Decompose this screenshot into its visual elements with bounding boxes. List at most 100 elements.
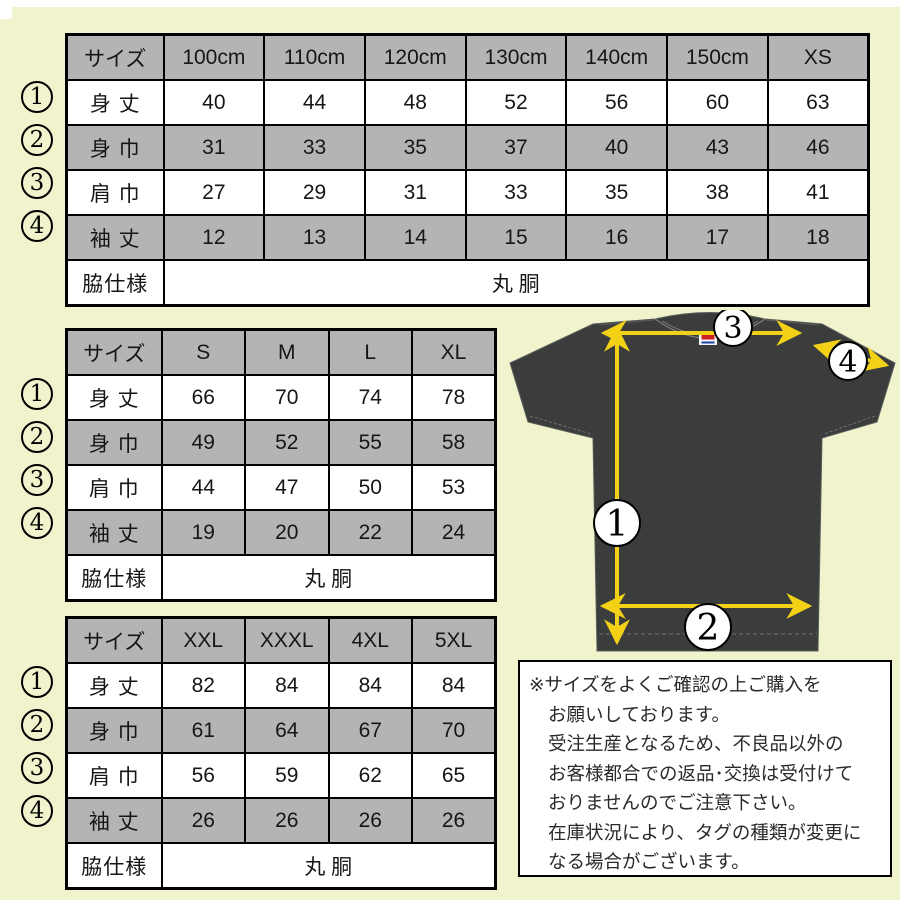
measurement-label: 袖 丈 <box>65 214 165 261</box>
measurement-value: 70 <box>411 707 497 754</box>
measurement-value: 49 <box>160 419 246 466</box>
measurement-value: 47 <box>244 464 330 511</box>
side-spec-label: 脇仕様 <box>65 259 165 307</box>
measurement-value: 65 <box>411 752 497 799</box>
size-header-row: サイズ S M L XL <box>65 328 497 376</box>
tshirt-measurement-diagram: 3 4 1 2 <box>509 310 896 652</box>
measurement-label: 身 巾 <box>65 419 163 466</box>
side-spec-label: 脇仕様 <box>65 554 163 602</box>
measurement-value: 31 <box>162 124 266 171</box>
diagram-label-2: 2 <box>684 603 732 651</box>
size-column-header: M <box>244 328 330 376</box>
size-column-header: 120cm <box>363 33 467 81</box>
size-column-header: 4XL <box>327 616 413 664</box>
measurement-value: 41 <box>766 169 870 216</box>
size-column-header: L <box>327 328 413 376</box>
top-white-margin <box>0 0 900 7</box>
measurement-value: 37 <box>464 124 568 171</box>
measurement-row: 袖 丈 26 26 26 26 <box>65 797 497 844</box>
measurement-value: 33 <box>464 169 568 216</box>
measurement-value: 84 <box>411 662 497 709</box>
measurement-value: 63 <box>766 79 870 126</box>
measurement-value: 44 <box>263 79 366 126</box>
big-size-table-wrap: サイズ XXL XXXL 4XL 5XL 身 丈 82 84 84 84 身 巾 61 64 67 70 肩 … <box>65 616 497 890</box>
side-spec-row: 脇仕様丸 胴 <box>65 259 870 307</box>
size-column-header: XL <box>411 328 497 376</box>
note-line: お客様都合での返品･交換は受付けて <box>548 762 854 784</box>
measure-number-2: 2 <box>21 124 53 156</box>
measurement-value: 12 <box>162 214 266 261</box>
measure-number-1: 1 <box>21 666 53 698</box>
measurement-value: 16 <box>565 214 669 261</box>
size-column-header: XS <box>766 33 870 81</box>
measure-number-1: 1 <box>21 81 53 113</box>
measurement-value: 52 <box>464 79 568 126</box>
measure-number-2: 2 <box>21 421 53 453</box>
measurement-value: 35 <box>363 124 467 171</box>
size-column-header: XXL <box>160 616 246 664</box>
measurement-value: 50 <box>327 464 413 511</box>
measurement-value: 31 <box>363 169 467 216</box>
measurement-value: 38 <box>666 169 769 216</box>
size-column-header: 100cm <box>162 33 266 81</box>
size-header-label: サイズ <box>65 33 165 81</box>
measurement-value: 26 <box>327 797 413 844</box>
measurement-value: 26 <box>244 797 330 844</box>
measurement-value: 60 <box>666 79 769 126</box>
measurement-value: 33 <box>263 124 366 171</box>
measurement-value: 18 <box>766 214 870 261</box>
note-line: お願いしております。 <box>548 703 731 725</box>
measurement-value: 24 <box>411 509 497 556</box>
measurement-value: 56 <box>565 79 669 126</box>
size-header-label: サイズ <box>65 616 163 664</box>
measurement-value: 61 <box>160 707 246 754</box>
measure-number-3: 3 <box>21 464 53 496</box>
side-spec-label: 脇仕様 <box>65 842 163 890</box>
measurement-value: 67 <box>327 707 413 754</box>
measure-number-3: 3 <box>21 752 53 784</box>
note-line: なる場合がございます。 <box>548 851 750 872</box>
measure-number-4: 4 <box>21 795 53 827</box>
left-sleeve-hem-stitch <box>529 415 592 435</box>
measure-number-4: 4 <box>21 210 53 242</box>
measurement-value: 66 <box>160 374 246 421</box>
measurement-row: 袖 丈 19 20 22 24 <box>65 509 497 556</box>
measurement-label: 肩 巾 <box>65 752 163 799</box>
measure-number-2: 2 <box>21 709 53 741</box>
note-line: おりませんのでご注意下さい。 <box>548 792 807 813</box>
measurement-value: 74 <box>327 374 413 421</box>
measurement-value: 62 <box>327 752 413 799</box>
measurement-value: 59 <box>244 752 330 799</box>
measurement-value: 44 <box>160 464 246 511</box>
measurement-row: 身 丈 82 84 84 84 <box>65 662 497 709</box>
measurement-value: 35 <box>565 169 669 216</box>
measurement-value: 84 <box>244 662 330 709</box>
size-column-header: 150cm <box>666 33 769 81</box>
svg-text:4: 4 <box>838 345 857 380</box>
measurement-value: 70 <box>244 374 330 421</box>
measurement-value: 40 <box>565 124 669 171</box>
size-column-header: XXXL <box>244 616 330 664</box>
measurement-value: 84 <box>327 662 413 709</box>
measurement-value: 19 <box>160 509 246 556</box>
adult-size-table: サイズ S M L XL 身 丈 66 70 74 78 身 巾 49 52 55 58 肩 巾 44 47 50 5… <box>65 328 497 602</box>
measurement-value: 55 <box>327 419 413 466</box>
measure-number-3: 3 <box>21 167 53 199</box>
svg-text:3: 3 <box>723 311 742 346</box>
measurement-value: 46 <box>766 124 870 171</box>
measure-number-1: 1 <box>21 378 53 410</box>
size-column-header: 140cm <box>565 33 669 81</box>
size-column-header: 130cm <box>464 33 568 81</box>
right-sleeve-hem-stitch <box>823 415 876 435</box>
size-column-header: 110cm <box>263 33 366 81</box>
size-column-header: 5XL <box>411 616 497 664</box>
adult-size-table-wrap: サイズ S M L XL 身 丈 66 70 74 78 身 巾 49 52 55 58 肩 巾 44 47 50 5… <box>65 328 497 602</box>
measurement-label: 袖 丈 <box>65 509 163 556</box>
measurement-value: 40 <box>162 79 266 126</box>
size-header-row: サイズ XXL XXXL 4XL 5XL <box>65 616 497 664</box>
side-spec-row: 脇仕様丸 胴 <box>65 554 497 602</box>
measurement-label: 身 丈 <box>65 662 163 709</box>
diagram-label-4: 4 <box>828 341 868 381</box>
measure-number-4: 4 <box>21 507 53 539</box>
